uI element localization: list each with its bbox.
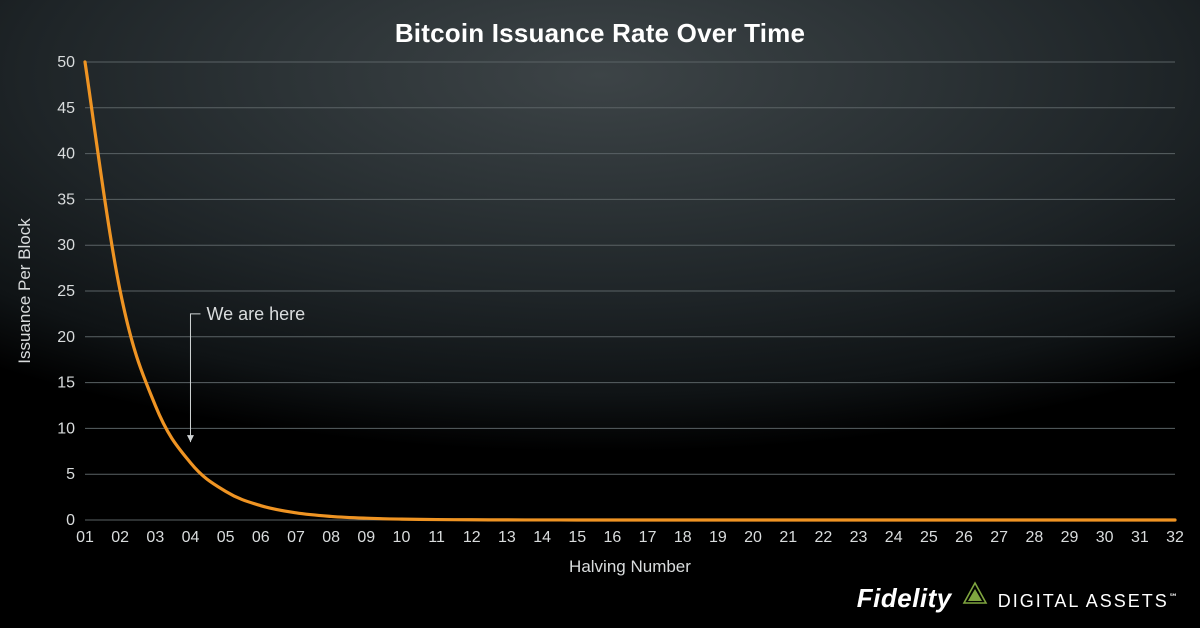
y-tick-label: 45 [57,100,75,117]
brand-suffix-text: DIGITAL ASSETS [998,591,1169,611]
brand-logo-icon [962,581,988,607]
brand-tm: ℠ [1169,592,1178,602]
y-tick-label: 30 [57,237,75,254]
x-tick-label: 15 [568,529,586,546]
x-tick-label: 29 [1061,529,1079,546]
y-tick-label: 20 [57,329,75,346]
x-tick-label: 25 [920,529,938,546]
x-tick-label: 03 [146,529,164,546]
x-tick-label: 20 [744,529,762,546]
x-tick-label: 13 [498,529,516,546]
x-tick-label: 12 [463,529,481,546]
y-tick-label: 50 [57,54,75,71]
chart-container: Bitcoin Issuance Rate Over Time 05101520… [0,0,1200,628]
annotation-text: We are here [206,304,305,324]
brand-suffix: DIGITAL ASSETS℠ [998,591,1178,612]
x-tick-label: 24 [885,529,903,546]
x-tick-label: 22 [814,529,832,546]
x-tick-label: 23 [850,529,868,546]
brand-wordmark: Fidelity [857,583,952,614]
x-tick-label: 10 [393,529,411,546]
y-tick-label: 15 [57,375,75,392]
x-tick-label: 01 [76,529,94,546]
y-axis-label: Issuance Per Block [15,218,34,364]
x-tick-label: 16 [604,529,622,546]
x-tick-label: 06 [252,529,270,546]
x-tick-label: 07 [287,529,305,546]
y-tick-label: 25 [57,283,75,300]
x-tick-label: 18 [674,529,692,546]
annotation-pointer [190,314,200,442]
y-tick-label: 35 [57,191,75,208]
x-tick-label: 02 [111,529,129,546]
x-tick-label: 09 [357,529,375,546]
x-tick-label: 21 [779,529,797,546]
x-tick-label: 26 [955,529,973,546]
y-tick-label: 10 [57,420,75,437]
x-tick-label: 04 [182,529,200,546]
x-tick-label: 28 [1025,529,1043,546]
x-tick-label: 19 [709,529,727,546]
annotation-arrowhead-icon [187,435,194,442]
y-tick-label: 0 [66,512,75,529]
x-tick-label: 32 [1166,529,1184,546]
y-tick-label: 5 [66,466,75,483]
x-tick-label: 27 [990,529,1008,546]
chart-svg: 0510152025303540455001020304050607080910… [0,0,1200,628]
x-tick-label: 08 [322,529,340,546]
x-tick-label: 30 [1096,529,1114,546]
x-axis-label: Halving Number [569,557,691,576]
x-tick-label: 14 [533,529,551,546]
x-tick-label: 11 [428,529,445,546]
y-tick-label: 40 [57,146,75,163]
brand-lockup: Fidelity DIGITAL ASSETS℠ [857,581,1178,614]
x-tick-label: 17 [639,529,657,546]
x-tick-label: 05 [217,529,235,546]
x-tick-label: 31 [1131,529,1149,546]
